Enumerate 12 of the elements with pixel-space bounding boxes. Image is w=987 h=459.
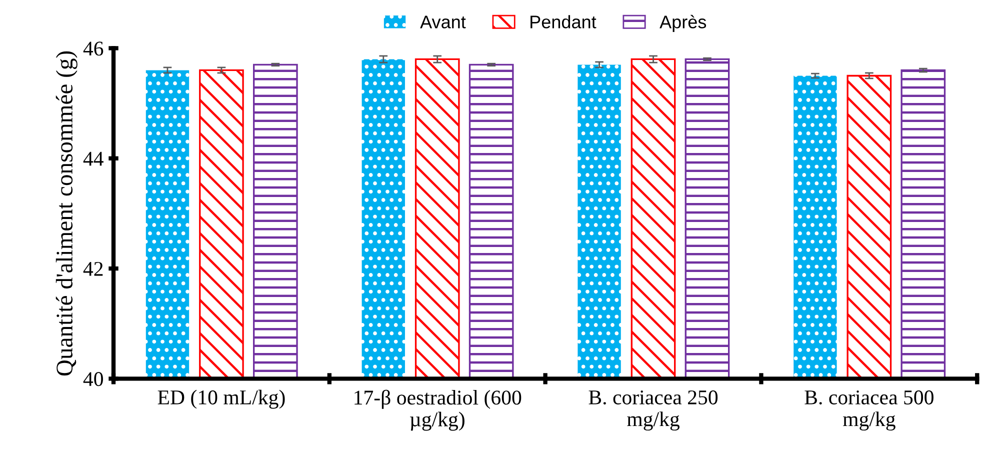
y-axis-title: Quantité d'aliment consommée (g) [56,51,78,376]
x-tick-label: B. coriacea 250 mg/kg [588,390,718,431]
legend-label: Pendant [530,15,596,28]
x-tick-label: ED (10 mL/kg) [158,390,285,409]
x-tick-label: 17-β oestradiol (600 µg/kg) [354,390,522,431]
y-tick-label: 40 [83,372,103,386]
legend-label: Avant [420,16,466,28]
y-tick-label: 44 [83,152,104,166]
x-tick-label: B. coriacea 500 mg/kg [804,390,934,431]
y-tick-label: 46 [83,42,104,56]
y-tick-label: 42 [83,262,103,276]
legend-label: Après [660,14,706,32]
